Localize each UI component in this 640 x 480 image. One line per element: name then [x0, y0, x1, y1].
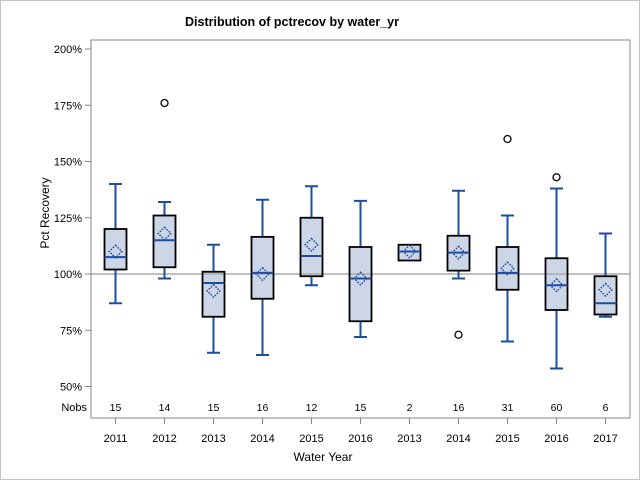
outlier-point	[160, 98, 169, 108]
box-2015	[299, 216, 324, 278]
nobs-value: 6	[603, 402, 609, 414]
outlier-point	[454, 330, 463, 339]
x-tick-label: 2015	[299, 433, 323, 445]
nobs-value: 15	[355, 402, 367, 414]
x-tick-label: 2014	[250, 433, 274, 445]
box-2012	[152, 214, 177, 269]
y-tick-label: 200%	[54, 44, 82, 56]
mean-diamond	[500, 261, 515, 276]
box-2011	[103, 228, 128, 271]
box-2013	[201, 270, 226, 318]
mean-diamond	[206, 283, 221, 299]
x-tick-label: 2013	[201, 433, 225, 445]
box-2015	[495, 246, 520, 291]
x-tick-label: 2016	[544, 433, 568, 445]
mean-diamond	[108, 244, 123, 259]
mean-diamond	[255, 266, 270, 282]
mean-diamond	[549, 277, 564, 293]
plot-frame	[90, 39, 631, 419]
y-tick-label: 50%	[60, 382, 82, 394]
x-tick-label: 2011	[104, 433, 128, 445]
nobs-value: 16	[257, 402, 269, 414]
box-fill-2013	[398, 244, 421, 261]
nobs-value: 16	[453, 402, 465, 414]
box-fill-2016	[545, 258, 568, 310]
x-tick-label: 2014	[446, 433, 470, 445]
y-tick-label: 75%	[60, 325, 82, 337]
box-2014	[250, 235, 275, 300]
mean-diamond	[402, 244, 417, 259]
y-tick-label: 150%	[54, 157, 82, 169]
outlier-point	[552, 173, 561, 182]
x-tick-label: 2016	[348, 433, 372, 445]
mean-diamond	[598, 282, 613, 298]
nobs-value: 12	[306, 402, 318, 414]
y-tick-label: 175%	[54, 100, 82, 112]
y-tick-label: 100%	[54, 269, 82, 281]
box-fill-2013	[202, 271, 225, 317]
x-axis-title: Water Year	[294, 450, 353, 464]
box-2017	[593, 275, 618, 316]
mean-diamond	[353, 271, 368, 286]
nobs-value: 60	[551, 402, 563, 414]
box-fill-2012	[153, 215, 176, 268]
nobs-value: 31	[502, 402, 514, 414]
box-2016	[348, 246, 373, 323]
y-tick-label: 125%	[54, 213, 82, 225]
box-fill-2011	[104, 229, 127, 270]
chart-title: Distribution of pctrecov by water_yr	[185, 15, 399, 29]
nobs-value: 15	[208, 402, 220, 414]
nobs-row-label: Nobs	[61, 402, 87, 414]
box-fill-2015	[496, 247, 519, 290]
nobs-value: 2	[407, 402, 413, 414]
x-tick-label: 2015	[495, 433, 519, 445]
mean-diamond	[451, 245, 466, 260]
y-axis-title: Pct Recovery	[38, 177, 52, 248]
x-tick-label: 2017	[593, 433, 617, 445]
outlier-point	[503, 134, 512, 144]
mean-diamond	[157, 226, 172, 241]
nobs-value: 14	[159, 402, 171, 414]
box-2016	[544, 257, 569, 311]
nobs-value: 15	[110, 402, 122, 414]
box-fill-2015	[300, 217, 323, 277]
mean-diamond	[304, 237, 319, 253]
x-tick-label: 2012	[152, 433, 176, 445]
x-tick-label: 2013	[397, 433, 421, 445]
plot-area: 200% 175% 150% 125% 100% 75% 50% 15 2011 14 2012 15…	[54, 39, 631, 445]
